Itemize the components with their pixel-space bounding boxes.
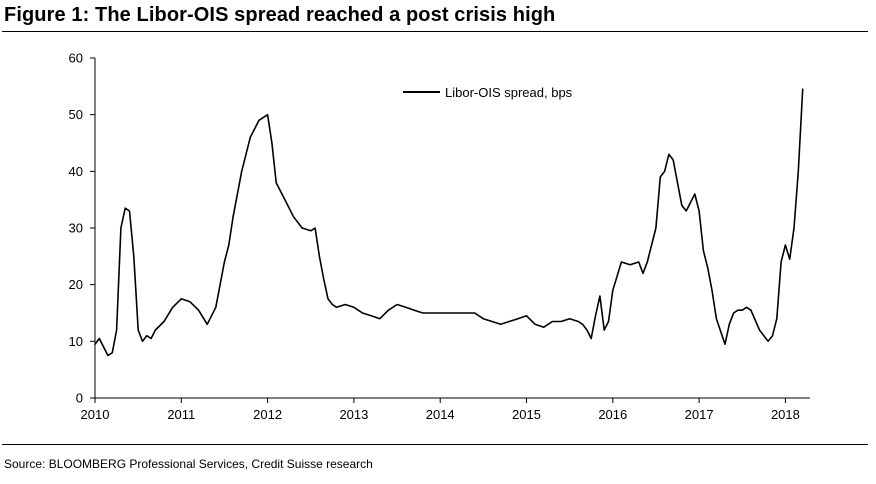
x-tick-label: 2011 xyxy=(167,407,195,422)
title-underline xyxy=(2,31,868,32)
x-tick-label: 2014 xyxy=(426,407,455,422)
legend: Libor-OIS spread, bps xyxy=(403,85,573,100)
y-tick-label: 20 xyxy=(69,277,83,292)
legend-label: Libor-OIS spread, bps xyxy=(445,85,573,100)
y-tick-label: 10 xyxy=(69,334,83,349)
y-axis: 0 10 20 30 40 50 60 xyxy=(69,51,96,406)
source-note: Source: BLOOMBERG Professional Services,… xyxy=(4,457,373,471)
y-tick-label: 0 xyxy=(76,391,83,406)
y-tick-label: 30 xyxy=(69,221,83,236)
x-axis: 2010 2011 2012 2013 2014 2015 2016 2017 2018 xyxy=(81,397,810,422)
figure-title: Figure 1: The Libor-OIS spread reached a… xyxy=(4,4,556,26)
x-tick-label: 2013 xyxy=(339,407,368,422)
footer-rule xyxy=(2,444,868,445)
y-tick-label: 40 xyxy=(69,164,83,179)
y-tick-label: 60 xyxy=(69,51,83,66)
x-tick-label: 2017 xyxy=(685,407,714,422)
x-tick-label: 2016 xyxy=(598,407,627,422)
x-tick-label: 2018 xyxy=(771,407,800,422)
x-tick-label: 2012 xyxy=(253,407,282,422)
series-layer xyxy=(94,88,804,357)
y-tick-label: 50 xyxy=(69,107,83,122)
series-line xyxy=(94,88,804,357)
x-tick-label: 2010 xyxy=(81,407,110,422)
x-tick-label: 2015 xyxy=(512,407,541,422)
